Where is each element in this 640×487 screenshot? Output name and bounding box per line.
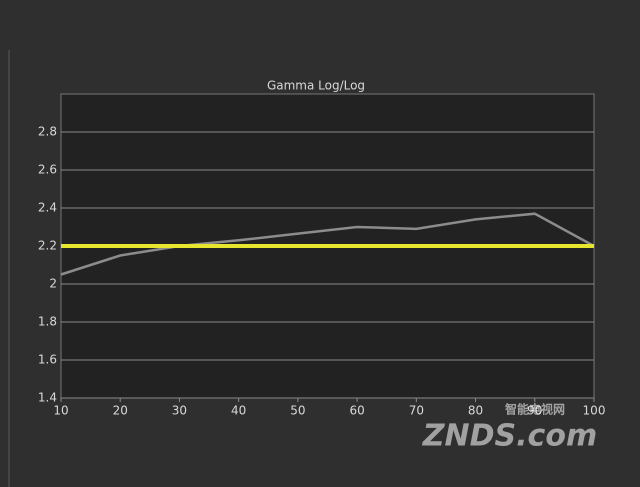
series-line <box>60 212 595 276</box>
watermark-site: 智能电视网 <box>504 402 565 417</box>
y-tick-label: 2.4 <box>38 201 57 215</box>
watermark-brand: ZNDS.com <box>422 419 597 454</box>
x-tick-label: 30 <box>172 404 187 418</box>
x-tick-label: 80 <box>468 404 483 418</box>
y-tick-label: 1.6 <box>38 353 57 367</box>
y-tick-label: 1.8 <box>38 315 57 329</box>
x-tick-label: 40 <box>231 404 246 418</box>
marks: 1.4 1.6 1.8 2 2.2 2.4 2.6 2.8 10 20 30 40 50 60 70 80 90… <box>38 125 606 418</box>
x-tick-label: 100 <box>583 404 606 418</box>
watermark: 智能电视网 ZNDS.com <box>422 402 597 454</box>
x-tick-label: 90 <box>527 404 542 418</box>
x-tick-label: 70 <box>409 404 424 418</box>
y-tick-label: 2.2 <box>38 239 57 253</box>
x-tick-label: 20 <box>113 404 128 418</box>
y-tick-label: 2 <box>49 277 57 291</box>
x-tick-label: 10 <box>53 404 68 418</box>
chart-title: Gamma Log/Log <box>267 79 365 93</box>
x-tick-label: 50 <box>290 404 305 418</box>
x-tick-label: 60 <box>349 404 364 418</box>
y-tick-label: 1.4 <box>38 391 57 405</box>
y-tick-label: 2.6 <box>38 163 57 177</box>
y-tick-label: 2.8 <box>38 125 57 139</box>
